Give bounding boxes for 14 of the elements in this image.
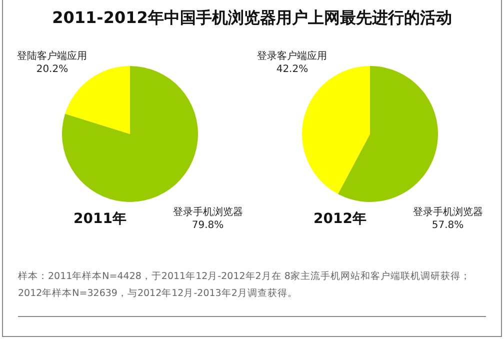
- slice-label: 登陆客户端应用: [17, 50, 88, 62]
- data-label: 42.2%: [276, 64, 308, 76]
- text: 2012年: [314, 211, 366, 227]
- slice-label: 登录手机浏览器: [412, 206, 483, 218]
- data-label: 57.8%: [432, 220, 464, 231]
- slice-label: 登录客户端应用: [257, 50, 328, 62]
- data-label: 20.2%: [36, 64, 68, 76]
- chart-title: 2011-2012年中国手机浏览器用户上网最先进行的活动: [51, 8, 453, 29]
- pie-slice: [338, 66, 438, 202]
- text: 2012年样本N=32639，与2012年12月-2013年2月调查获得。: [18, 287, 298, 301]
- text: 样本：2011年样本N=4428，于2011年12月-2012年2月在 8家主流手机网站和客户端联机调研获得；: [18, 270, 470, 284]
- data-label: 79.8%: [192, 220, 224, 231]
- slice-label: 登录手机浏览器: [172, 206, 243, 218]
- text: 2011年: [74, 211, 126, 227]
